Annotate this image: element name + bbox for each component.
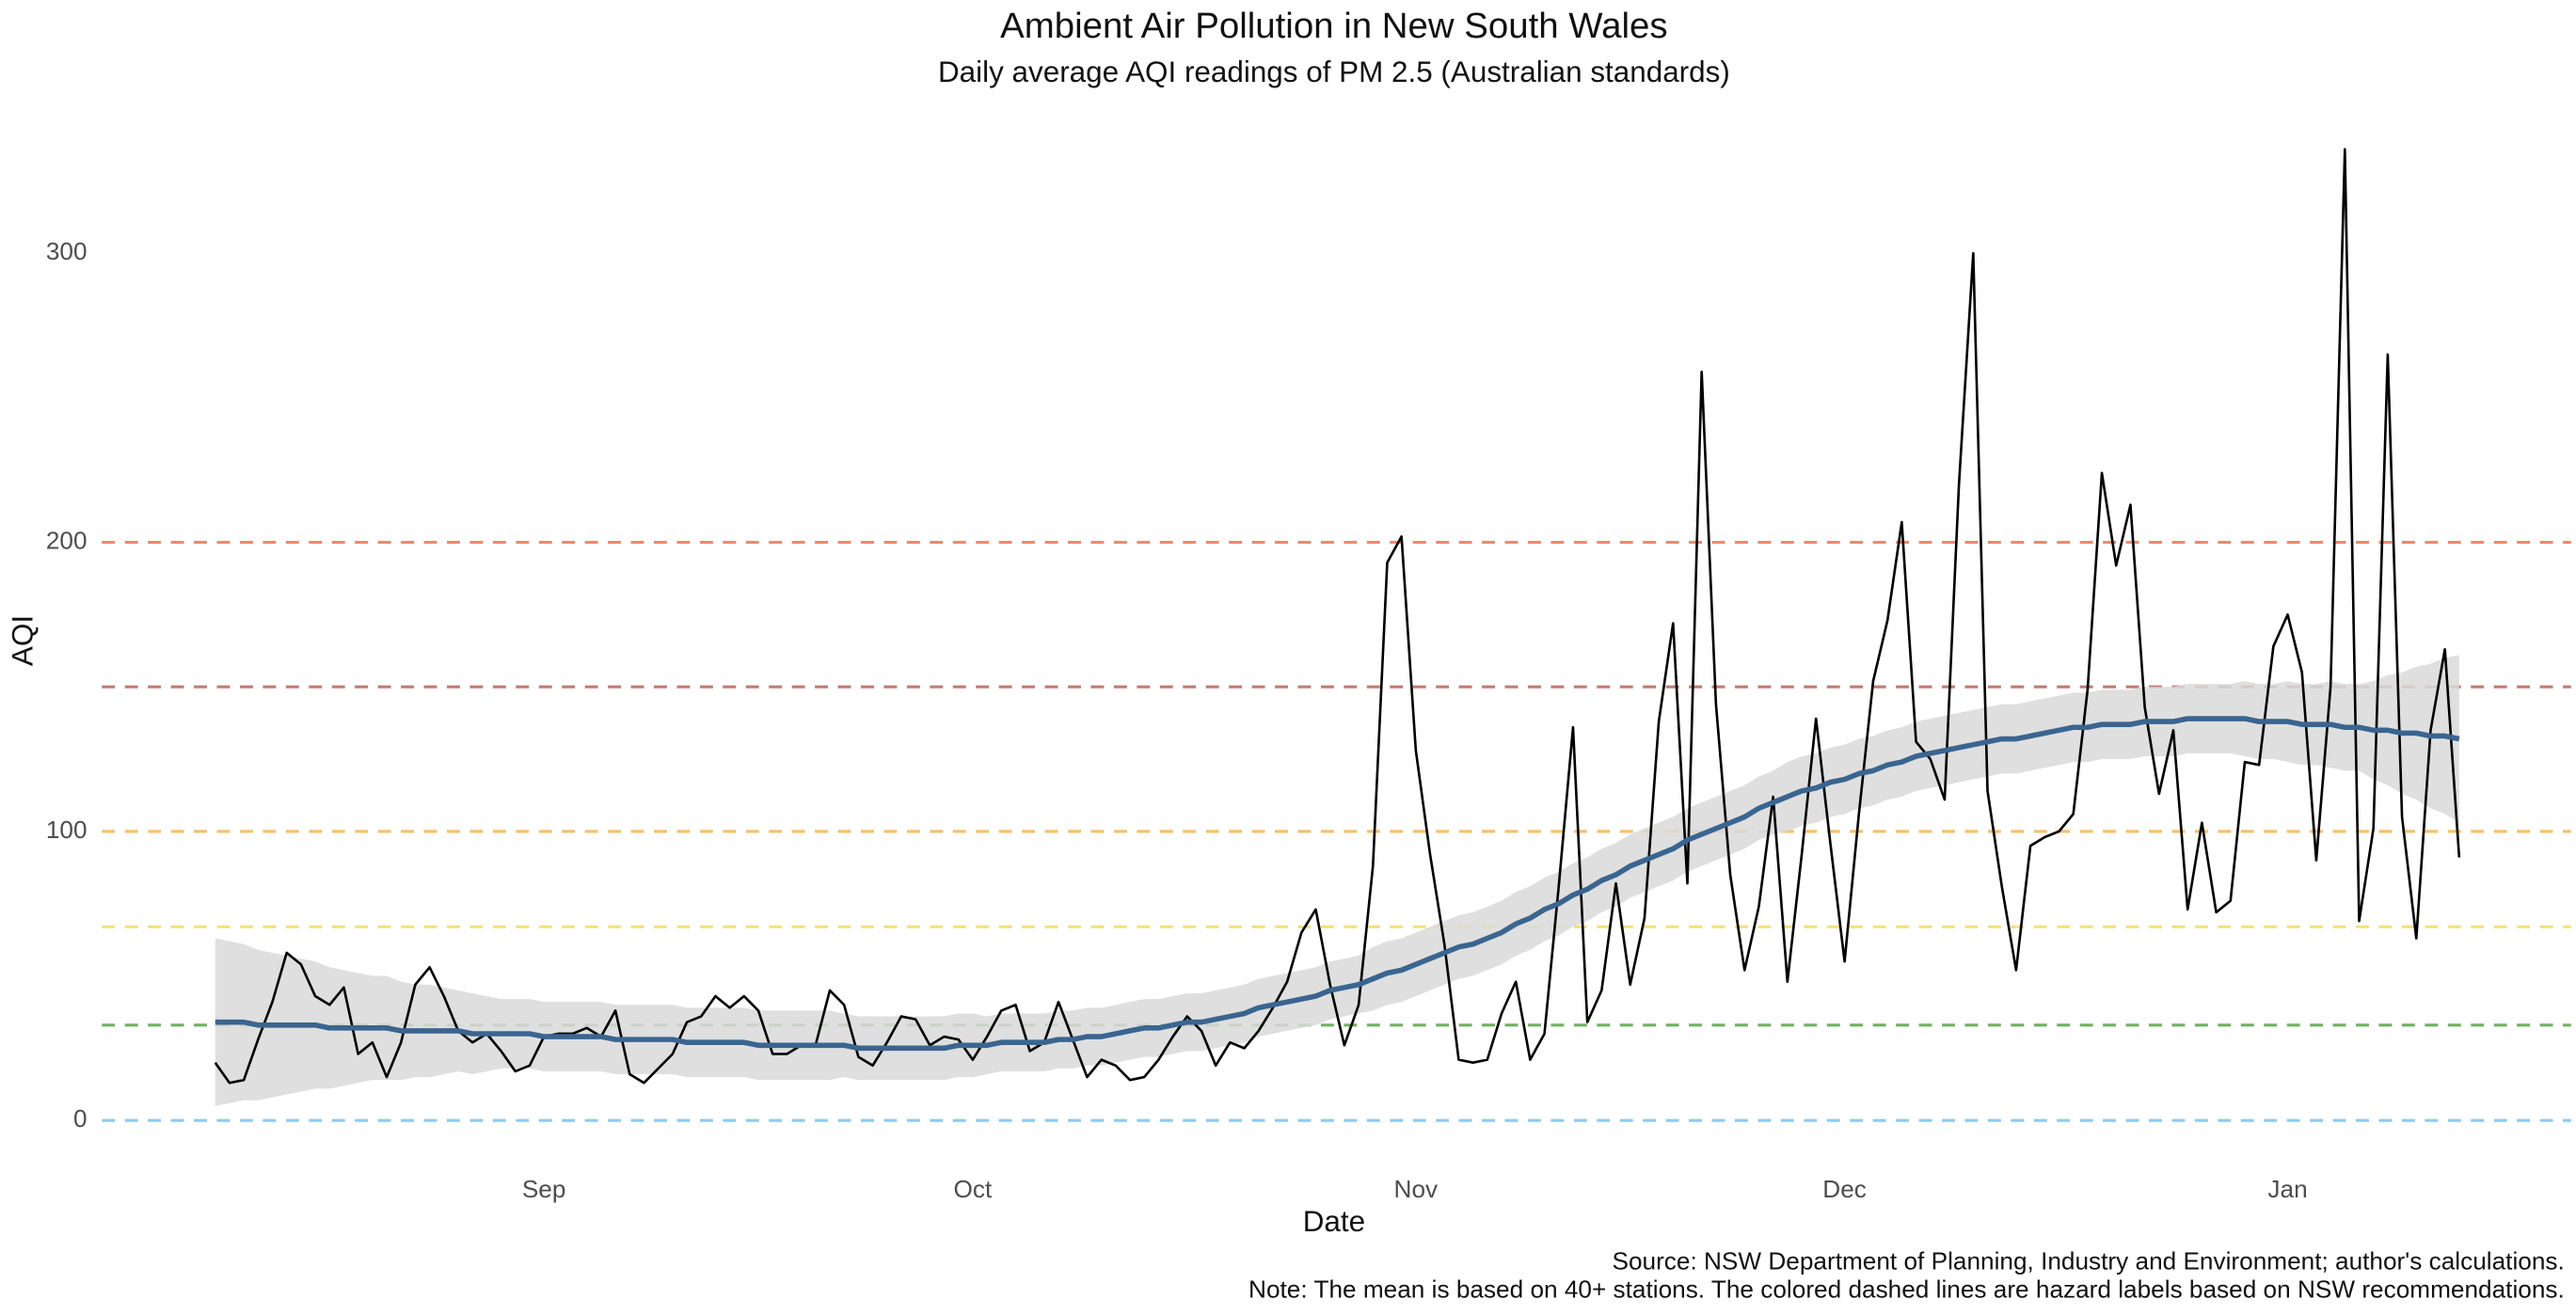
- chart-title: Ambient Air Pollution in New South Wales: [1000, 6, 1667, 46]
- x-tick-label: Jan: [2267, 1175, 2307, 1203]
- x-axis-label: Date: [1303, 1205, 1365, 1238]
- y-axis-label: AQI: [6, 615, 39, 666]
- x-tick-label: Oct: [954, 1175, 993, 1203]
- caption-source: Source: NSW Department of Planning, Indu…: [1613, 1247, 2565, 1275]
- smooth-line: [215, 716, 2460, 1052]
- y-tick-label: 200: [46, 526, 87, 554]
- y-tick-label: 100: [46, 816, 87, 844]
- data-line: [214, 148, 2461, 1085]
- x-tick-label: Nov: [1394, 1175, 1439, 1203]
- y-tick-label: 300: [46, 237, 87, 265]
- x-tick-label: Sep: [522, 1175, 566, 1203]
- x-tick-label: Dec: [1822, 1175, 1867, 1203]
- chart-subtitle: Daily average AQI readings of PM 2.5 (Au…: [938, 55, 1730, 88]
- confidence-band: [215, 655, 2459, 1106]
- y-tick-label: 0: [73, 1104, 87, 1133]
- caption-note: Note: The mean is based on 40+ stations.…: [1248, 1275, 2565, 1303]
